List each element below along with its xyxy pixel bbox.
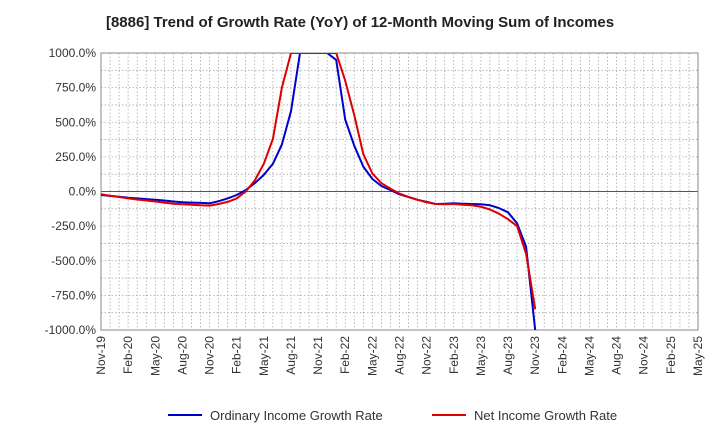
x-tick-label: Feb-21: [230, 336, 244, 374]
x-tick-label: Feb-22: [338, 336, 352, 374]
x-tick-label: May-25: [691, 336, 705, 376]
y-tick-label: -1000.0%: [45, 323, 97, 337]
series-layer: [101, 53, 537, 330]
y-tick-label: 1000.0%: [49, 46, 97, 60]
legend-swatch: [432, 414, 466, 416]
x-tick-label: May-22: [365, 336, 379, 376]
y-tick-label: 500.0%: [55, 115, 96, 129]
x-tick-label: Feb-23: [447, 336, 461, 374]
x-tick-label: Nov-24: [637, 336, 651, 375]
x-tick-label: Nov-22: [420, 336, 434, 375]
x-tick-label: Nov-20: [203, 336, 217, 375]
x-tick-label: Nov-21: [311, 336, 325, 375]
x-tick-label: Feb-24: [555, 336, 569, 374]
legend: Ordinary Income Growth Rate Net Income Gr…: [0, 404, 720, 426]
series-line-ordinary-income: [101, 53, 537, 330]
legend-label: Ordinary Income Growth Rate: [210, 407, 383, 423]
y-tick-label: -750.0%: [51, 288, 96, 302]
legend-item: Ordinary Income Growth Rate: [168, 404, 383, 426]
x-tick-label: May-24: [582, 336, 596, 376]
y-tick-label: -500.0%: [51, 254, 96, 268]
x-tick-label: May-23: [474, 336, 488, 376]
x-tick-label: Feb-20: [121, 336, 135, 374]
y-tick-label: -250.0%: [51, 219, 96, 233]
x-tick-label: Feb-25: [664, 336, 678, 374]
legend-item: Net Income Growth Rate: [432, 404, 617, 426]
x-tick-label: Aug-24: [610, 336, 624, 375]
y-tick-label: 250.0%: [55, 150, 96, 164]
y-tick-label: 0.0%: [69, 185, 97, 199]
grid-layer: [100, 52, 699, 331]
x-tick-label: May-21: [257, 336, 271, 376]
y-tick-label: 750.0%: [55, 81, 96, 95]
legend-swatch: [168, 414, 202, 416]
legend-label: Net Income Growth Rate: [474, 407, 618, 423]
x-tick-label: May-20: [148, 336, 162, 376]
x-tick-label: Aug-20: [175, 336, 189, 375]
x-tick-label: Aug-21: [284, 336, 298, 375]
x-tick-label: Aug-23: [501, 336, 515, 375]
series-line-net-income: [101, 53, 537, 310]
plot-border: [100, 52, 699, 331]
x-tick-label: Nov-23: [528, 336, 542, 375]
chart-title: [8886] Trend of Growth Rate (YoY) of 12-…: [105, 14, 615, 31]
x-tick-label: Aug-22: [393, 336, 407, 375]
axis-layer: 1000.0% 750.0% 500.0% 250.0% 0.0% -250.0% -500…: [45, 46, 705, 376]
x-tick-label: Nov-19: [94, 336, 108, 375]
